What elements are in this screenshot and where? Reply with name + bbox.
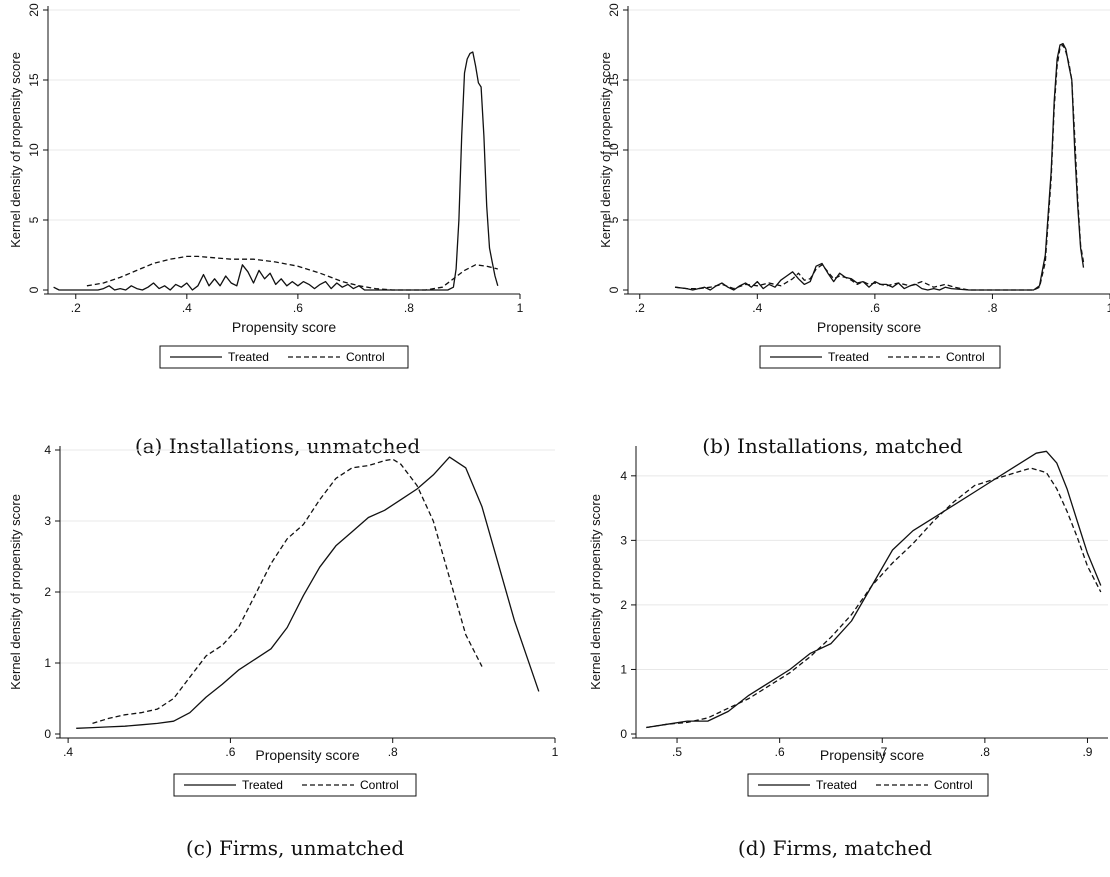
axes: 0 5 10 15 20 .2 .4 .6 .8 1 Propensity score Kernel … bbox=[8, 3, 524, 335]
x-axis-title: Propensity score bbox=[817, 319, 921, 335]
legend-box bbox=[159, 345, 409, 369]
y-tick-label: 3 bbox=[44, 514, 51, 528]
legend-label: Control bbox=[360, 778, 399, 792]
y-axis-title: Kernel density of propensity score bbox=[8, 494, 23, 690]
x-tick-label: 1 bbox=[1107, 301, 1110, 315]
legend-box bbox=[759, 345, 1001, 369]
y-tick-label: 10 bbox=[27, 143, 41, 157]
series-line-control bbox=[646, 467, 1102, 729]
x-tick-label: .6 bbox=[870, 301, 880, 315]
y-tick-label: 20 bbox=[27, 3, 41, 17]
y-tick-label: 15 bbox=[27, 73, 41, 87]
legend-label: Treated bbox=[816, 778, 857, 792]
y-tick-label: 0 bbox=[620, 727, 627, 741]
series-line-control bbox=[86, 255, 498, 291]
y-tick-label: 5 bbox=[607, 216, 621, 223]
y-tick-label: 1 bbox=[620, 662, 627, 676]
x-tick-label: .5 bbox=[672, 745, 682, 759]
x-tick-label: .4 bbox=[752, 301, 762, 315]
legend-label: Control bbox=[346, 350, 385, 364]
y-tick-label: 2 bbox=[620, 598, 627, 612]
x-tick-label: 1 bbox=[552, 745, 559, 759]
y-tick-label: 15 bbox=[607, 73, 621, 87]
panel-installations-matched: 0 5 10 15 20 .2 .4 .6 .8 1 Propensity score Kernel … bbox=[590, 0, 1110, 380]
series-line-treated bbox=[53, 51, 499, 291]
panel-caption: (b) Installations, matched bbox=[702, 434, 963, 458]
series-line-control bbox=[92, 458, 483, 725]
x-tick-label: .8 bbox=[987, 301, 997, 315]
series-line-control bbox=[674, 44, 1085, 291]
legend: Treated Control bbox=[159, 345, 409, 369]
panel-installations-unmatched: 0 5 10 15 20 .2 .4 .6 .8 1 Propensity score Kernel … bbox=[0, 0, 540, 380]
x-tick-label: .4 bbox=[63, 745, 73, 759]
x-tick-label: 1 bbox=[517, 301, 524, 315]
x-tick-label: .8 bbox=[388, 745, 398, 759]
y-tick-label: 10 bbox=[607, 143, 621, 157]
panel-caption: (a) Installations, unmatched bbox=[134, 434, 421, 458]
x-tick-label: .7 bbox=[877, 745, 887, 759]
x-tick-label: .4 bbox=[182, 301, 192, 315]
x-tick-label: .6 bbox=[775, 745, 785, 759]
y-tick-label: 0 bbox=[27, 286, 41, 293]
y-axis-title: Kernel density of propensity score bbox=[8, 52, 23, 248]
legend-box bbox=[747, 773, 989, 797]
series-line-treated bbox=[76, 456, 540, 729]
x-tick-label: .8 bbox=[404, 301, 414, 315]
panel-caption: (c) Firms, unmatched bbox=[185, 836, 405, 860]
x-tick-label: .6 bbox=[225, 745, 235, 759]
legend-label: Control bbox=[946, 350, 985, 364]
y-tick-label: 1 bbox=[44, 656, 51, 670]
panel-firms-matched: 0 1 2 3 4 .5 .6 .7 .8 .9 Propensity score Kernel de… bbox=[580, 440, 1110, 797]
legend-label: Treated bbox=[828, 350, 869, 364]
legend: Treated Control bbox=[759, 345, 1001, 369]
legend: Treated Control bbox=[747, 773, 989, 797]
legend-label: Treated bbox=[242, 778, 283, 792]
axes: 0 5 10 15 20 .2 .4 .6 .8 1 Propensity score Kernel … bbox=[598, 3, 1110, 335]
panel-firms-unmatched: 0 1 2 3 4 .4 .6 .8 1 Propensity score Kernel densi… bbox=[0, 440, 560, 797]
x-tick-label: .6 bbox=[293, 301, 303, 315]
legend: Treated Control bbox=[173, 773, 417, 797]
x-tick-label: .9 bbox=[1082, 745, 1092, 759]
y-tick-label: 0 bbox=[607, 286, 621, 293]
chart-svg: 0 1 2 3 4 .5 .6 .7 .8 .9 Propensity score Kernel de… bbox=[588, 446, 1108, 797]
axes: 0 1 2 3 4 .5 .6 .7 .8 .9 Propensity score Kernel de… bbox=[588, 446, 1108, 763]
y-tick-label: 20 bbox=[607, 3, 621, 17]
x-tick-label: .8 bbox=[980, 745, 990, 759]
y-tick-label: 3 bbox=[620, 533, 627, 547]
series-line-treated bbox=[646, 450, 1102, 729]
y-tick-label: 4 bbox=[44, 443, 51, 457]
x-axis-title: Propensity score bbox=[232, 319, 336, 335]
chart-svg: 0 5 10 15 20 .2 .4 .6 .8 1 Propensity score Kernel … bbox=[598, 3, 1110, 369]
y-tick-label: 4 bbox=[620, 469, 627, 483]
legend-label: Treated bbox=[228, 350, 269, 364]
x-axis-title: Propensity score bbox=[820, 747, 924, 763]
y-axis-title: Kernel density of propensity score bbox=[588, 494, 603, 690]
axes: 0 1 2 3 4 .4 .6 .8 1 Propensity score Kernel densi… bbox=[8, 443, 559, 763]
x-tick-label: .2 bbox=[71, 301, 81, 315]
x-axis-title: Propensity score bbox=[255, 747, 359, 763]
chart-svg: 0 5 10 15 20 .2 .4 .6 .8 1 Propensity score Kernel … bbox=[8, 3, 524, 369]
legend-label: Control bbox=[934, 778, 973, 792]
y-tick-label: 0 bbox=[44, 727, 51, 741]
y-tick-label: 5 bbox=[27, 216, 41, 223]
panel-caption: (d) Firms, matched bbox=[737, 836, 933, 860]
series-line-treated bbox=[674, 42, 1085, 291]
x-tick-label: .2 bbox=[635, 301, 645, 315]
chart-svg: 0 1 2 3 4 .4 .6 .8 1 Propensity score Kernel densi… bbox=[8, 443, 559, 797]
legend-box bbox=[173, 773, 417, 797]
y-tick-label: 2 bbox=[44, 585, 51, 599]
y-axis-title: Kernel density of propensity score bbox=[598, 52, 613, 248]
